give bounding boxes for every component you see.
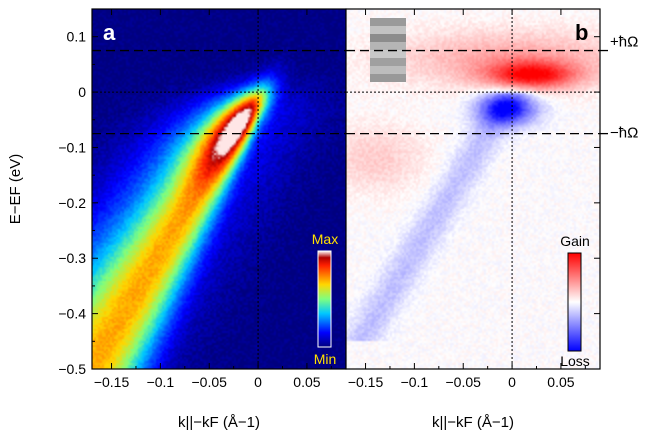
panel-a-heatmap bbox=[92, 9, 346, 369]
x-tick-label: −0.15 bbox=[348, 374, 384, 390]
x-tick-label: −0.1 bbox=[147, 374, 175, 390]
panel-b-colorbar bbox=[567, 252, 582, 352]
x-axis-label-a: k||−kF (Å−1) bbox=[178, 414, 260, 431]
minus-omega-label: −ħΩ bbox=[610, 125, 638, 142]
x-tick-label: 0.05 bbox=[293, 374, 320, 390]
panel-b-label: b bbox=[575, 20, 588, 45]
x-tick-label: 0.05 bbox=[547, 374, 574, 390]
panel-b-frame bbox=[345, 8, 601, 370]
y-tick-label: −0.5 bbox=[58, 361, 86, 377]
panel-a-colorbar-min: Min bbox=[314, 351, 337, 367]
y-tick-label: −0.4 bbox=[58, 306, 86, 322]
y-tick-label: −0.3 bbox=[58, 250, 86, 266]
panel-a-label: a bbox=[103, 20, 116, 45]
x-tick-label: −0.05 bbox=[446, 374, 482, 390]
y-tick-label: −0.1 bbox=[58, 139, 86, 155]
panel-b-colorbar-min: Loss bbox=[560, 353, 590, 369]
y-tick-label: −0.2 bbox=[58, 195, 86, 211]
panel-b-colorbar-max: Gain bbox=[560, 233, 590, 249]
y-tick-label: 0.1 bbox=[67, 29, 87, 45]
x-axis-label-b: k||−kF (Å−1) bbox=[432, 414, 514, 431]
x-tick-label: 0 bbox=[508, 374, 516, 390]
panel-b-gray-inset bbox=[370, 18, 406, 82]
y-axis-label: E−EF (eV) bbox=[7, 154, 24, 224]
x-tick-label: −0.15 bbox=[94, 374, 130, 390]
panel-a: a Max Min bbox=[91, 8, 347, 370]
x-tick-label: 0 bbox=[254, 374, 262, 390]
y-tick-label: 0 bbox=[78, 84, 86, 100]
x-tick-label: −0.1 bbox=[401, 374, 429, 390]
panel-b: b Gain Loss bbox=[345, 8, 601, 370]
axes: 0.1 0 −0.1 −0.2 −0.3 −0.4 −0.5 −0.15 −0.1 −0.05 0 0… bbox=[58, 9, 600, 390]
plus-omega-label: +ħΩ bbox=[610, 34, 638, 51]
x-tick-label: −0.05 bbox=[192, 374, 228, 390]
panel-a-colorbar bbox=[317, 250, 332, 348]
panel-a-colorbar-max: Max bbox=[312, 231, 338, 247]
